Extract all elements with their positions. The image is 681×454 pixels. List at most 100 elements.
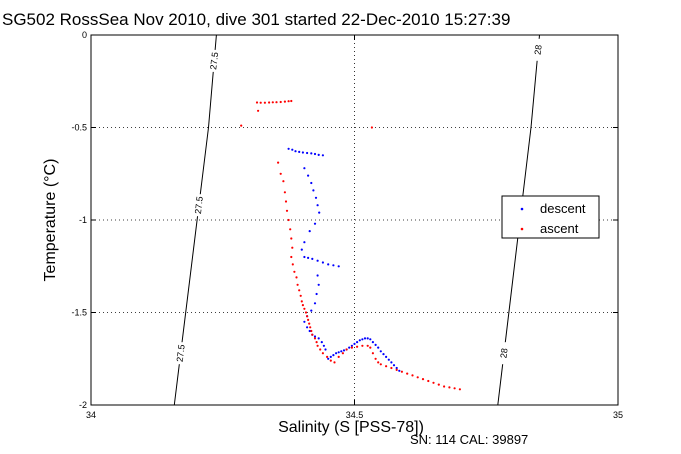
- x-tick-label: 34: [86, 410, 96, 420]
- ascent-point: [295, 276, 298, 279]
- ascent-point: [421, 378, 425, 381]
- descent-point: [303, 255, 306, 259]
- legend: descent ascent: [501, 195, 600, 239]
- y-tick-label: -1: [79, 215, 87, 225]
- ascent-point: [448, 386, 451, 389]
- ascent-point: [345, 348, 348, 351]
- descent-point: [387, 358, 390, 361]
- descent-point: [382, 353, 385, 356]
- ascent-point: [296, 283, 299, 286]
- descent-point: [392, 364, 396, 367]
- descent-point: [350, 344, 353, 347]
- descent-point: [385, 355, 388, 358]
- isopycnal-label: 27.5: [193, 196, 205, 215]
- descent-point: [317, 283, 320, 286]
- descent-point: [315, 292, 318, 296]
- ascent-point: [300, 300, 303, 303]
- descent-point: [306, 326, 309, 329]
- descent-point: [337, 351, 340, 354]
- isopycnal-label-bg: [499, 342, 510, 365]
- ascent-point: [385, 365, 388, 368]
- ascent-point: [374, 357, 377, 360]
- ascent-point: [290, 255, 293, 259]
- ascent-point: [313, 337, 317, 340]
- descent-point: [316, 274, 319, 277]
- descent-point: [303, 241, 306, 244]
- descent-point: [312, 189, 315, 192]
- ascent-point: [263, 101, 266, 104]
- y-axis-ticks: -2 -1.5 -1 -0.5 0: [71, 30, 618, 410]
- ascent-point: [284, 200, 288, 203]
- descent-point: [327, 263, 330, 266]
- ascent-point: [291, 246, 294, 249]
- ascent-point: [311, 333, 314, 336]
- descent-point: [398, 369, 401, 372]
- ascent-point: [289, 228, 292, 231]
- ascent-point: [282, 180, 285, 183]
- ascent-point: [326, 355, 329, 358]
- ascent-point: [298, 289, 301, 292]
- ascent-point: [341, 352, 344, 355]
- descent-point: [390, 361, 393, 364]
- isopycnal-line: [497, 34, 540, 406]
- ascent-point: [301, 304, 304, 307]
- isopycnal-label-bg: [193, 194, 204, 217]
- descent-point: [371, 341, 374, 344]
- ascent-point: [411, 374, 414, 377]
- ascent-point: [308, 322, 311, 325]
- descent-point: [300, 248, 303, 251]
- y-axis-label: Temperature (°C): [42, 159, 59, 282]
- ascent-point: [395, 368, 398, 371]
- descent-point: [307, 174, 310, 177]
- descent-point: [311, 257, 314, 260]
- isopycnal-label-bg: [209, 49, 220, 72]
- ascent-point: [307, 318, 310, 321]
- ascent-point: [285, 209, 289, 212]
- y-tick-label: -0.5: [71, 123, 87, 133]
- ascent-point: [316, 344, 319, 347]
- ascent-point: [259, 101, 262, 104]
- descent-point: [320, 341, 323, 344]
- descent-point: [317, 337, 320, 340]
- ascent-point: [400, 370, 403, 373]
- ascent-point: [315, 341, 318, 344]
- descent-point: [377, 346, 380, 349]
- ascent-point: [293, 270, 296, 273]
- ascent-point: [290, 99, 293, 103]
- descent-point: [329, 355, 332, 358]
- ascent-point: [329, 359, 332, 362]
- isopycnal-label-bg: [175, 342, 186, 365]
- ascent-point: [283, 191, 286, 194]
- descent-point: [363, 337, 367, 340]
- ascent-point: [283, 100, 286, 103]
- ascent-point: [453, 387, 456, 390]
- isopycnal-label: 27.5: [175, 344, 187, 363]
- ascent-point: [299, 294, 302, 297]
- isopycnal-label: 28: [533, 44, 544, 55]
- data-points: [240, 99, 461, 391]
- legend-box: [501, 195, 600, 239]
- descent-point: [301, 151, 304, 154]
- x-axis-ticks: 34 34.5 35: [86, 35, 623, 420]
- descent-point: [369, 338, 372, 341]
- descent-point: [324, 348, 327, 351]
- footer-serial-calibration: SN: 114 CAL: 39897: [410, 432, 528, 447]
- ascent-point: [277, 161, 280, 164]
- descent-point: [395, 366, 398, 370]
- ascent-point: [321, 352, 324, 355]
- ascent-point: [377, 361, 380, 364]
- descent-point: [313, 335, 317, 338]
- legend-label-descent: descent: [540, 201, 586, 216]
- y-tick-label: -2: [79, 400, 87, 410]
- ascent-point: [303, 307, 306, 310]
- descent-point: [313, 152, 317, 156]
- descent-point: [327, 357, 330, 360]
- descent-point: [306, 151, 309, 155]
- descent-point: [379, 350, 382, 353]
- ascent-point: [240, 124, 243, 127]
- isopycnal-lines: 27.5 27.5 27.5 28 28: [173, 34, 544, 406]
- ascent-point: [458, 388, 461, 391]
- descent-point: [307, 256, 310, 259]
- isopycnal-label: 28: [498, 348, 509, 359]
